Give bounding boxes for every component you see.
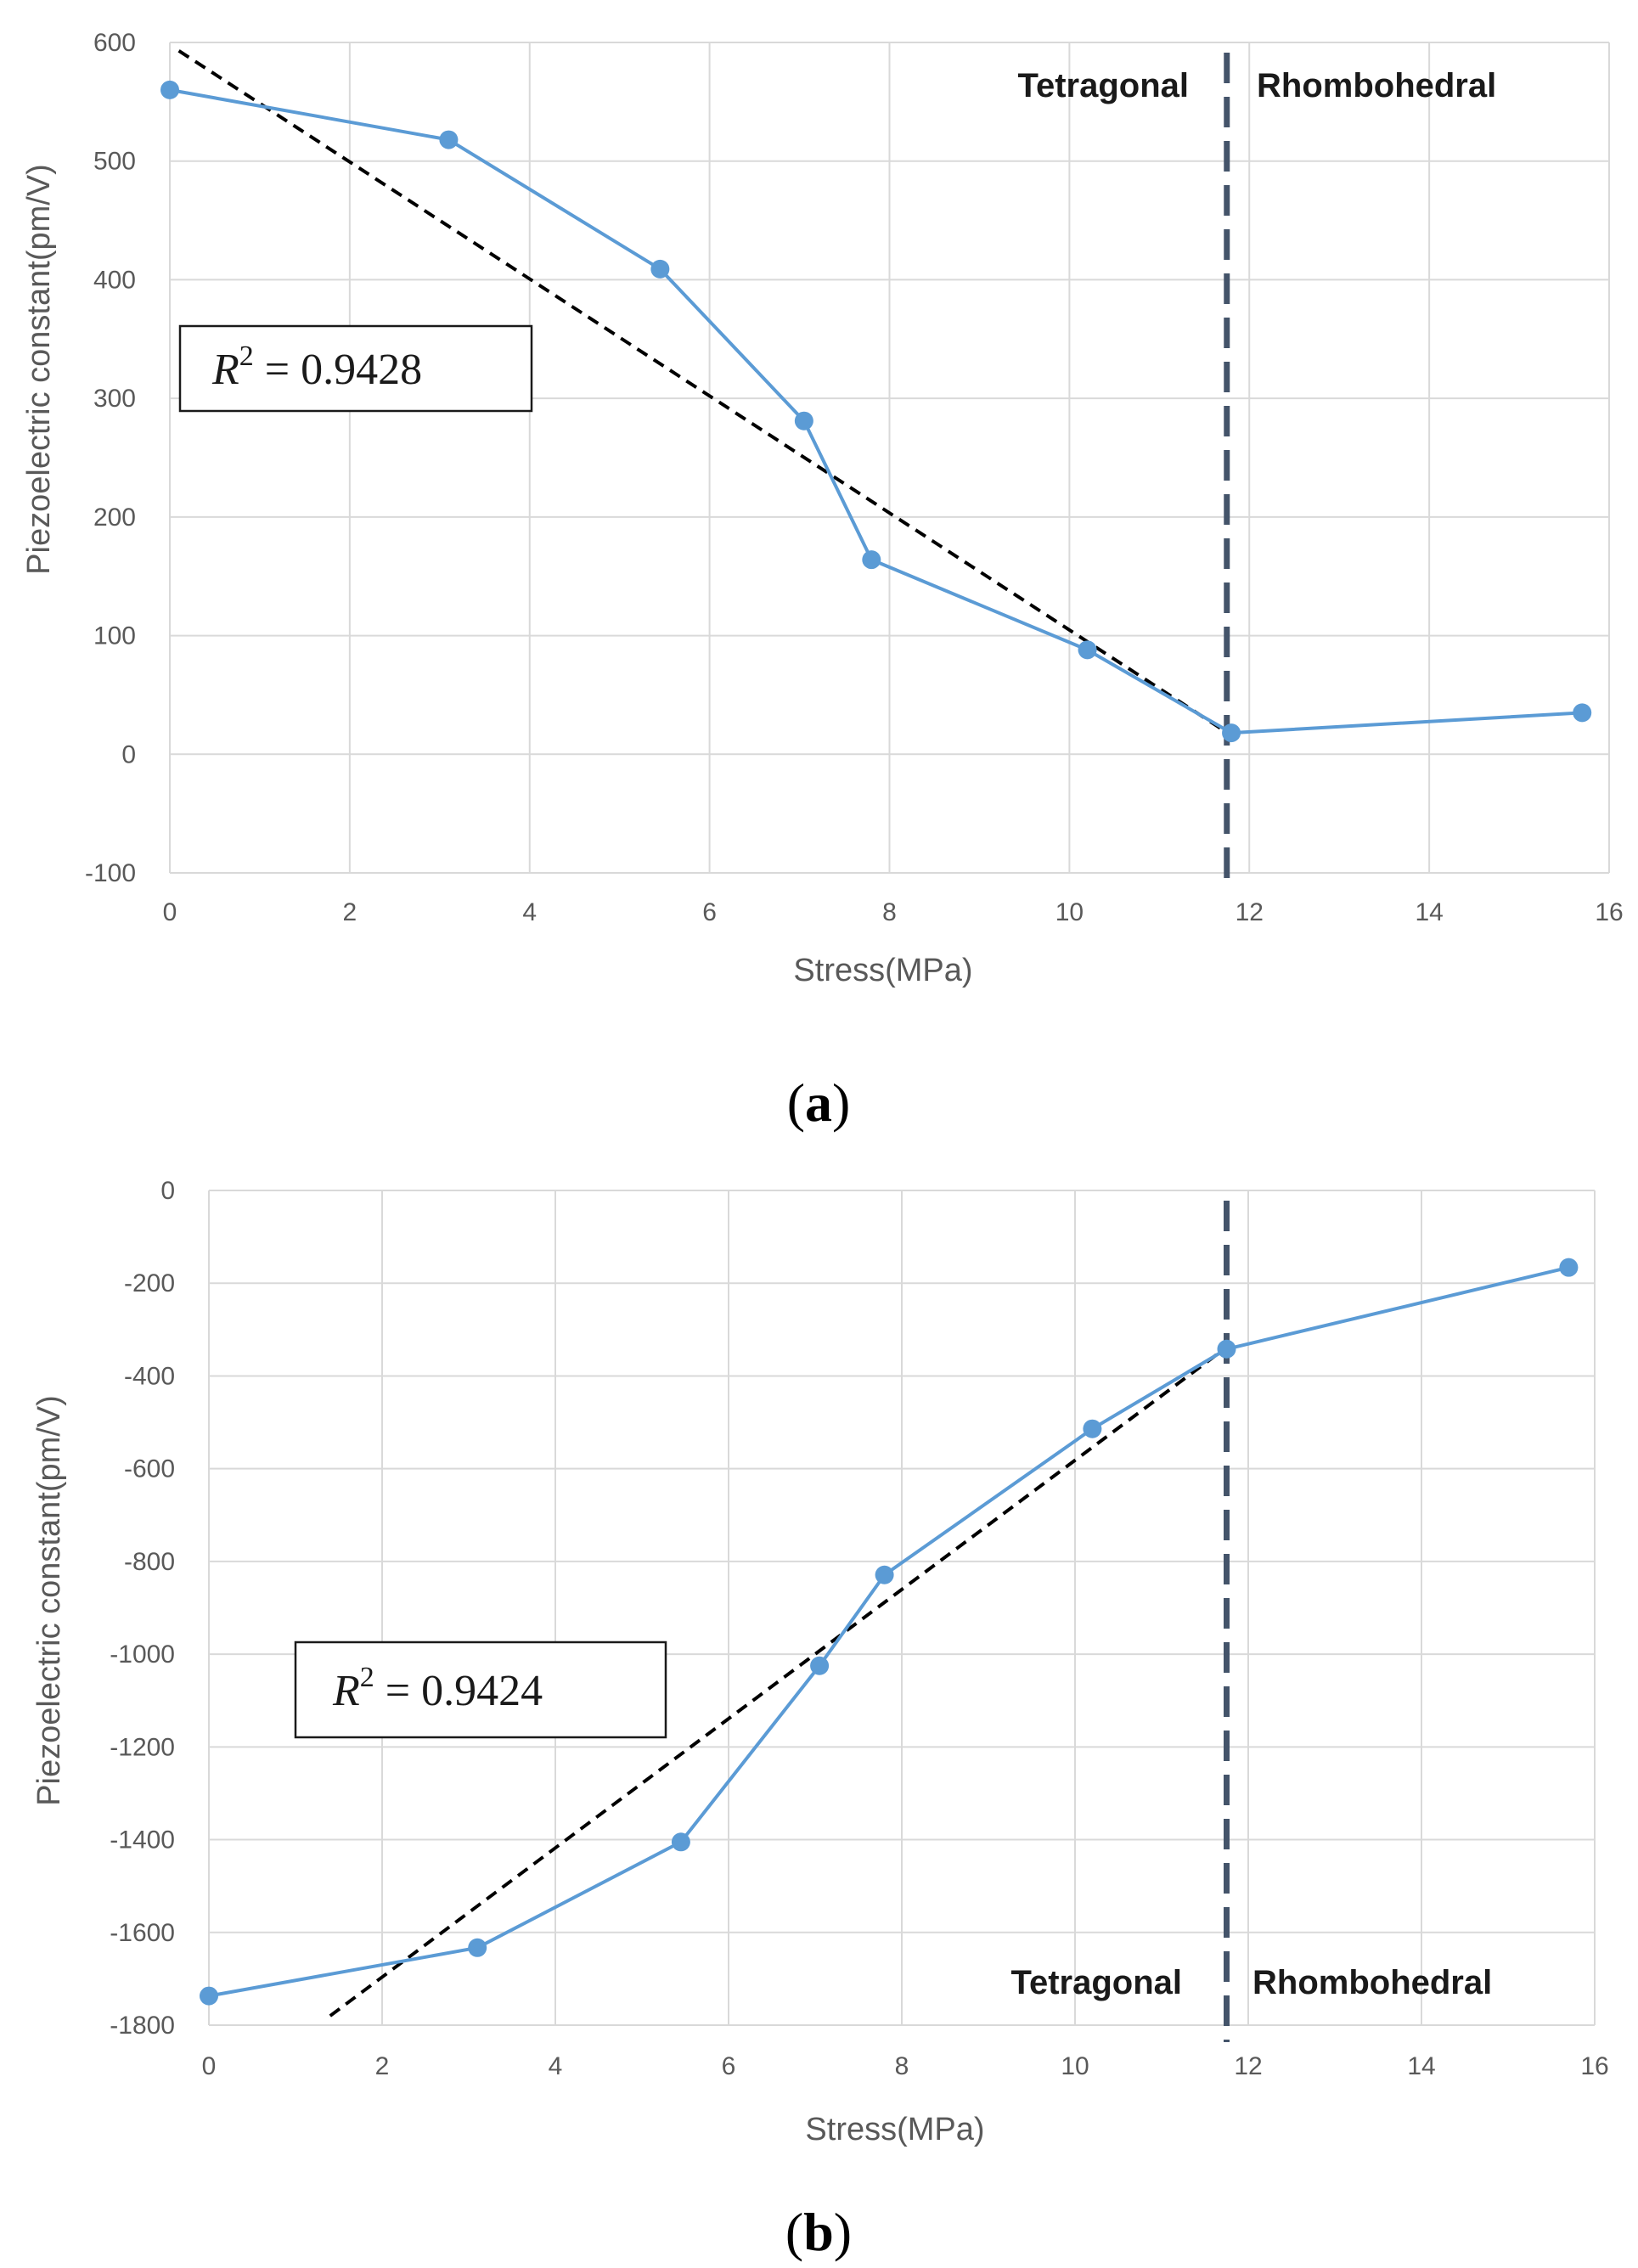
series-line <box>169 87 1583 735</box>
x-tick-label: 10 <box>1055 898 1084 926</box>
grid-a <box>169 42 1610 874</box>
data-point <box>1078 640 1097 660</box>
grid-b <box>208 1190 1596 2026</box>
data-point <box>1222 723 1241 743</box>
linear-fit-line <box>329 1348 1224 2018</box>
r2-exp-a: 2 <box>239 340 254 372</box>
x-tick-label: 14 <box>1407 2052 1435 2080</box>
r2-var-a: R <box>211 346 239 394</box>
y-tick-label: 0 <box>160 1177 175 1205</box>
data-point <box>1083 1419 1102 1438</box>
y-tick-label: -200 <box>124 1269 175 1297</box>
chart-panel-a: 0 2 4 6 8 10 12 14 16 -100 0 100 200 300 400 500 600 Pie… <box>21 29 1624 1133</box>
r2-exp-b: 2 <box>360 1662 374 1693</box>
data-point <box>1217 1339 1236 1359</box>
x-tick-label: 8 <box>895 2052 909 2080</box>
y-tick-label: 200 <box>93 504 136 532</box>
x-axis-label-a: Stress(MPa) <box>793 953 972 988</box>
y-tick-label: -600 <box>124 1455 175 1483</box>
x-tick-label: 12 <box>1234 2052 1262 2080</box>
y-tick-label: 0 <box>121 740 136 768</box>
y-tick-label: 400 <box>93 266 136 294</box>
x-tick-label: 0 <box>202 2052 217 2080</box>
y-axis-label-b: Piezoelectric constant(pm/V) <box>31 1395 67 1806</box>
x-axis-label-b: Stress(MPa) <box>805 2112 984 2147</box>
panel-letter-b: b <box>803 2202 834 2262</box>
r2-text-a: R2 = 0.9428 <box>211 340 422 394</box>
y-tick-label: 500 <box>93 148 136 176</box>
data-point <box>671 1832 690 1852</box>
y-tick-label: -1800 <box>110 2012 175 2040</box>
data-point <box>794 411 813 431</box>
phase-left-label-b: Tetragonal <box>1010 1964 1182 2001</box>
r2-box-a: R2 = 0.9428 <box>178 324 533 413</box>
data-point <box>810 1656 830 1675</box>
r2-box-b: R2 = 0.9424 <box>294 1641 667 1739</box>
x-tick-label: 16 <box>1580 2052 1608 2080</box>
y-tick-label: -100 <box>85 859 136 887</box>
y-tick-label: -1000 <box>110 1641 175 1669</box>
marks-a: 0 2 4 6 8 10 12 14 16 -100 0 100 200 300 400 500 600 <box>85 29 1624 926</box>
x-tick-label: 0 <box>163 898 177 926</box>
x-tick-label: 10 <box>1061 2052 1089 2080</box>
data-point <box>875 1565 894 1584</box>
y-tick-label: 100 <box>93 622 136 650</box>
series-line <box>208 1265 1569 1998</box>
y-tick-label: 600 <box>93 29 136 57</box>
y-tick-label: -1200 <box>110 1733 175 1761</box>
r2-text-b: R2 = 0.9424 <box>332 1662 543 1715</box>
x-tick-label: 6 <box>722 2052 736 2080</box>
panel-label-b: (b) <box>785 2202 852 2262</box>
data-point <box>439 130 459 149</box>
y-tick-label: -400 <box>124 1362 175 1390</box>
data-point <box>160 80 179 99</box>
data-point <box>468 1938 487 1957</box>
x-tick-label: 12 <box>1236 898 1264 926</box>
x-tick-label: 4 <box>522 898 537 926</box>
x-tick-label: 16 <box>1595 898 1623 926</box>
data-point <box>650 259 670 279</box>
marks-b: 0 2 4 6 8 10 12 14 16 0 -200 -400 -600 -800 -1000 -1200… <box>110 1177 1608 2080</box>
data-point <box>1573 703 1592 723</box>
phase-right-label-a: Rhombohedral <box>1257 67 1496 104</box>
y-tick-label: -1400 <box>110 1826 175 1854</box>
data-point <box>1559 1258 1579 1277</box>
x-tick-label: 2 <box>343 898 357 926</box>
data-point <box>862 550 881 570</box>
y-tick-label: -1600 <box>110 1919 175 1947</box>
panel-label-a: (a) <box>787 1072 851 1133</box>
r2-value-b: = 0.9424 <box>374 1667 543 1715</box>
chart-panel-b: 0 2 4 6 8 10 12 14 16 0 -200 -400 -600 -800 -1000 -1200… <box>31 1177 1609 2262</box>
x-tick-label: 2 <box>375 2052 390 2080</box>
x-tick-label: 14 <box>1415 898 1443 926</box>
panel-letter-a: a <box>805 1072 832 1133</box>
phase-right-label-b: Rhombohedral <box>1252 1964 1492 2001</box>
y-tick-label: 300 <box>93 385 136 413</box>
x-tick-label: 4 <box>549 2052 563 2080</box>
r2-value-a: = 0.9428 <box>254 346 422 394</box>
y-tick-label: -800 <box>124 1548 175 1576</box>
phase-left-label-a: Tetragonal <box>1017 67 1189 104</box>
x-tick-label: 6 <box>702 898 717 926</box>
linear-fit-line <box>177 49 1233 737</box>
x-tick-label: 8 <box>882 898 897 926</box>
y-axis-label-a: Piezoelectric constant(pm/V) <box>21 164 57 575</box>
data-point <box>200 1986 218 2006</box>
r2-var-b: R <box>332 1667 360 1715</box>
